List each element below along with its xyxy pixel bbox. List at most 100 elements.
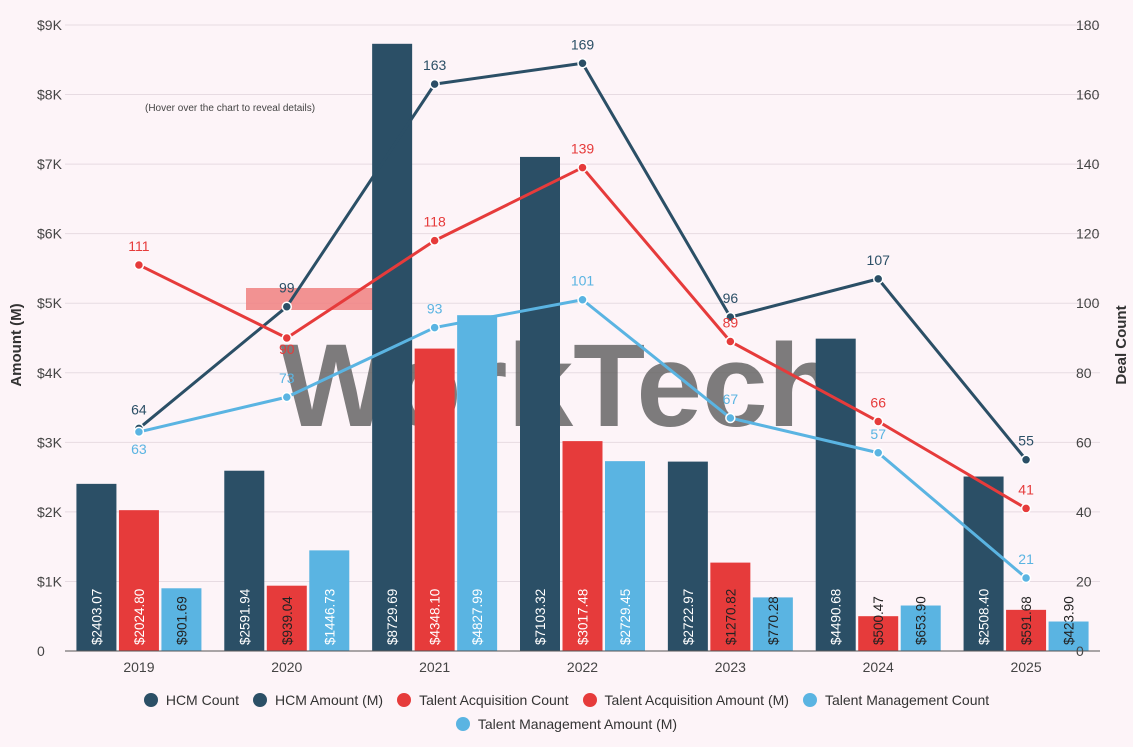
point-data-label: 63 — [131, 441, 147, 457]
left-tick-label: $3K — [37, 434, 63, 450]
right-tick-label: 180 — [1076, 17, 1100, 33]
left-tick-label: $6K — [37, 226, 63, 242]
bar — [224, 470, 265, 651]
bar-data-label: $653.90 — [914, 596, 929, 645]
left-axis-title: Amount (M) — [8, 303, 25, 386]
left-tick-label: $7K — [37, 156, 63, 172]
bar-data-label: $591.68 — [1019, 596, 1034, 645]
x-tick-label: 2025 — [1010, 659, 1041, 675]
x-tick-label: 2019 — [123, 659, 154, 675]
legend-swatch-icon — [802, 693, 817, 707]
legend-item[interactable]: Talent Management Count — [802, 692, 990, 708]
legend-item[interactable]: HCM Amount (M) — [252, 692, 383, 708]
left-tick-label: $9K — [37, 17, 63, 33]
bar — [76, 483, 117, 651]
bar-data-label: $4827.99 — [470, 589, 485, 645]
bar — [562, 441, 603, 651]
bar-data-label: $3017.48 — [576, 589, 591, 645]
point-data-label: 111 — [128, 238, 149, 254]
bar-data-label: $4348.10 — [428, 589, 443, 645]
point-data-label: 139 — [571, 141, 595, 157]
point-data-label: 55 — [1018, 433, 1034, 449]
hover-hint: (Hover over the chart to reveal details) — [145, 103, 315, 114]
line-point — [872, 447, 884, 459]
line-point — [429, 78, 440, 90]
bar-data-label: $2722.97 — [681, 589, 696, 645]
right-tick-label: 40 — [1076, 504, 1092, 520]
bar — [266, 585, 307, 651]
legend-label: Talent Management Count — [824, 692, 990, 708]
bar — [161, 588, 202, 651]
line-point — [577, 162, 588, 173]
combo-chart[interactable]: WorkTech $2403.07$2591.94$8729.69$7103.3… — [0, 0, 1133, 690]
bar — [858, 616, 899, 651]
line-point — [1020, 454, 1032, 465]
axes: 0 0$1K 20$2K 40$3K 60$4K 80$5K 100$6K 120$7K 140… — [37, 17, 1100, 675]
bar — [710, 562, 751, 651]
point-data-label: 96 — [723, 290, 739, 306]
line-point — [725, 311, 736, 323]
left-tick-label: $4K — [37, 365, 63, 381]
x-tick-label: 2022 — [567, 659, 598, 675]
line-point — [872, 273, 884, 285]
bar-data-label: $1446.73 — [322, 589, 337, 645]
point-data-label: 57 — [870, 426, 886, 442]
bar — [309, 550, 350, 651]
right-tick-label: 20 — [1076, 573, 1092, 589]
line-point — [133, 426, 145, 438]
bar — [414, 348, 455, 651]
legend-item[interactable]: HCM Count — [143, 692, 239, 708]
right-tick-label: 120 — [1076, 226, 1100, 242]
right-tick-label: 60 — [1076, 434, 1092, 450]
x-tick-label: 2024 — [863, 659, 894, 675]
line-point — [429, 235, 440, 246]
bar-data-label: $901.69 — [174, 596, 189, 645]
bar-data-label: $2591.94 — [237, 588, 252, 645]
point-data-label: 73 — [279, 370, 295, 386]
bar-data-label: $1270.82 — [723, 589, 738, 645]
right-tick-label: 100 — [1076, 295, 1100, 311]
point-data-label: 21 — [1018, 551, 1034, 567]
line-point — [1020, 503, 1032, 514]
legend-item[interactable]: Talent Acquisition Count — [397, 692, 569, 708]
point-data-label: 90 — [279, 341, 295, 357]
legend-label: Talent Acquisition Count — [419, 692, 569, 708]
point-data-label: 93 — [427, 301, 443, 317]
legend-item[interactable]: Talent Management Amount (M) — [455, 716, 677, 732]
bar — [520, 156, 560, 652]
line-point — [281, 391, 293, 403]
bar — [752, 597, 793, 651]
legend-item[interactable]: Talent Acquisition Amount (M) — [582, 692, 789, 708]
legend-swatch-icon — [143, 693, 158, 707]
right-tick-label: 160 — [1076, 87, 1100, 103]
right-tick-label: 80 — [1076, 365, 1092, 381]
left-tick-label: $8K — [37, 87, 63, 103]
point-data-label: 41 — [1018, 481, 1034, 497]
bar-data-label: $4490.68 — [829, 589, 844, 645]
bar — [1048, 621, 1089, 651]
point-data-label: 67 — [723, 391, 739, 407]
bar — [667, 461, 708, 651]
line-series-group: 64 99 163 169 96 107 55 111 90 118 139 89 66 41 63 73 93… — [128, 36, 1034, 584]
bar — [900, 605, 941, 651]
bar-data-label: $2729.45 — [618, 589, 633, 645]
line-point — [577, 58, 588, 69]
bar — [963, 476, 1004, 651]
left-tick-label: $1K — [37, 573, 63, 589]
left-tick-label: 0 — [37, 643, 45, 659]
point-data-label: 101 — [571, 273, 595, 289]
point-data-label: 89 — [723, 314, 739, 330]
line-point — [133, 259, 145, 271]
point-data-label: 169 — [571, 36, 595, 52]
legend-label: HCM Count — [165, 692, 239, 708]
bar-data-label: $770.28 — [766, 596, 781, 645]
watermark-logo-bar — [246, 288, 381, 310]
bar-data-label: $2508.40 — [977, 589, 992, 645]
line-point — [429, 322, 440, 333]
bar-data-label: $7103.32 — [533, 589, 548, 645]
line-point — [577, 294, 588, 305]
x-tick-label: 2020 — [271, 659, 302, 675]
left-tick-label: $5K — [37, 295, 63, 311]
legend-swatch-icon — [455, 717, 470, 731]
bar — [1006, 609, 1047, 651]
